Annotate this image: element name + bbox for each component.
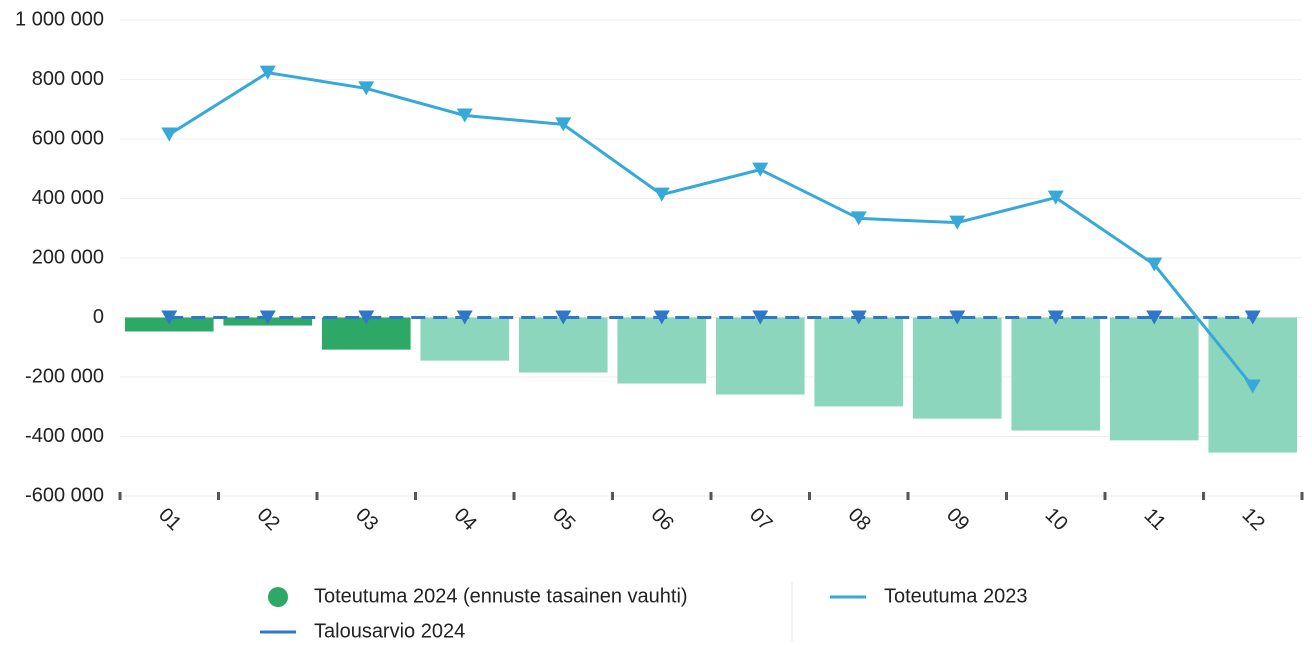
- marker: [850, 310, 867, 325]
- marker: [358, 310, 375, 325]
- marker: [456, 108, 473, 123]
- marker: [456, 310, 473, 325]
- y-tick-label: 600 000: [32, 127, 104, 149]
- marker: [1146, 257, 1163, 272]
- marker: [850, 211, 867, 226]
- x-tick-label: 08: [844, 504, 875, 535]
- bar: [814, 317, 904, 407]
- y-tick-label: 200 000: [32, 246, 104, 268]
- marker: [1047, 310, 1064, 325]
- x-tick-label: 01: [154, 504, 185, 535]
- marker: [161, 310, 178, 325]
- y-tick-label: -200 000: [25, 365, 104, 387]
- bar: [1011, 317, 1101, 431]
- bar: [1109, 317, 1199, 441]
- y-tick-label: 0: [93, 306, 104, 328]
- bar: [715, 317, 805, 395]
- x-tick-label: 11: [1140, 504, 1170, 534]
- y-tick-label: 1 000 000: [15, 8, 104, 30]
- bar: [912, 317, 1002, 419]
- marker: [653, 310, 670, 325]
- legend-swatch: [268, 587, 288, 607]
- legend-label: Toteutuma 2023: [884, 585, 1027, 607]
- y-tick-label: -400 000: [25, 425, 104, 447]
- y-tick-label: -600 000: [25, 484, 104, 506]
- x-tick-label: 10: [1041, 504, 1072, 535]
- line: [168, 71, 1254, 388]
- x-tick-label: 12: [1238, 504, 1269, 535]
- x-tick-label: 02: [253, 504, 284, 535]
- marker: [1146, 310, 1163, 325]
- marker: [949, 215, 966, 230]
- x-tick-label: 09: [942, 504, 973, 535]
- marker: [259, 310, 276, 325]
- bar: [420, 317, 510, 361]
- x-tick-label: 03: [351, 504, 382, 535]
- marker: [653, 187, 670, 202]
- marker: [555, 117, 572, 132]
- marker: [555, 310, 572, 325]
- marker: [1244, 379, 1261, 394]
- legend-label: Talousarvio 2024: [314, 620, 465, 642]
- y-tick-label: 800 000: [32, 68, 104, 90]
- legend-label: Toteutuma 2024 (ennuste tasainen vauhti): [314, 585, 688, 607]
- marker: [752, 310, 769, 325]
- marker: [949, 310, 966, 325]
- x-tick-label: 07: [745, 504, 776, 535]
- marker: [1047, 190, 1064, 205]
- marker: [259, 65, 276, 80]
- marker: [358, 81, 375, 96]
- marker: [1244, 310, 1261, 325]
- x-tick-label: 04: [450, 504, 481, 535]
- bar: [518, 317, 608, 373]
- bar: [617, 317, 707, 384]
- marker: [161, 127, 178, 142]
- x-tick-label: 05: [548, 504, 579, 535]
- marker: [752, 162, 769, 177]
- y-tick-label: 400 000: [32, 187, 104, 209]
- x-tick-label: 06: [647, 504, 678, 535]
